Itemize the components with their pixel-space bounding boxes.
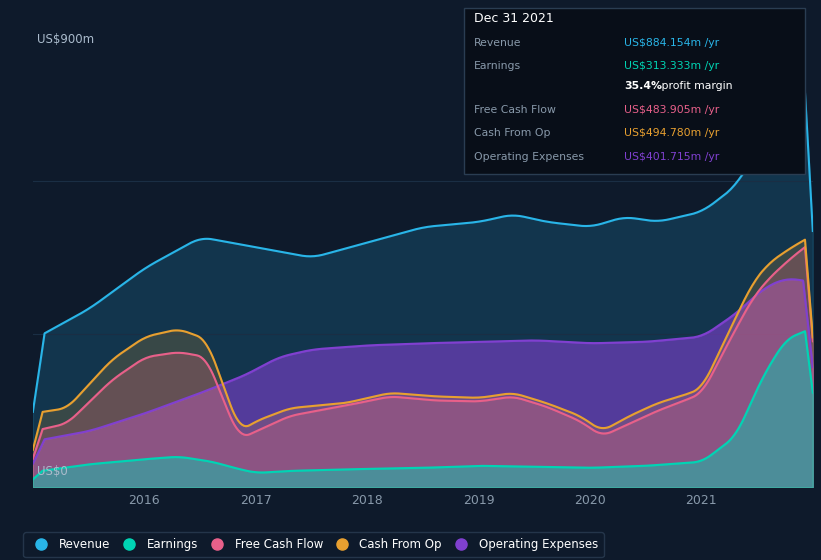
Text: US$401.715m /yr: US$401.715m /yr	[624, 152, 719, 162]
Text: US$313.333m /yr: US$313.333m /yr	[624, 62, 719, 72]
Text: Dec 31 2021: Dec 31 2021	[474, 12, 553, 25]
Text: US$483.905m /yr: US$483.905m /yr	[624, 105, 719, 115]
Text: US$0: US$0	[37, 465, 67, 478]
Text: Cash From Op: Cash From Op	[474, 128, 550, 138]
Text: US$494.780m /yr: US$494.780m /yr	[624, 128, 719, 138]
Text: profit margin: profit margin	[658, 81, 733, 91]
Text: Operating Expenses: Operating Expenses	[474, 152, 584, 162]
Legend: Revenue, Earnings, Free Cash Flow, Cash From Op, Operating Expenses: Revenue, Earnings, Free Cash Flow, Cash …	[23, 532, 603, 557]
Text: 35.4%: 35.4%	[624, 81, 662, 91]
Text: US$900m: US$900m	[37, 32, 94, 45]
Text: Free Cash Flow: Free Cash Flow	[474, 105, 556, 115]
Text: US$884.154m /yr: US$884.154m /yr	[624, 38, 719, 48]
Text: Earnings: Earnings	[474, 62, 521, 72]
Text: Revenue: Revenue	[474, 38, 521, 48]
